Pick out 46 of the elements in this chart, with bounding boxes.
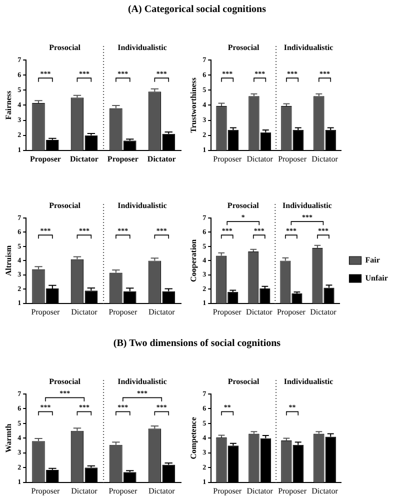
text: Prosocial [228,43,260,52]
text: Individualistic [284,43,334,52]
text: Individualistic [118,201,168,210]
text: Prosocial [227,201,260,210]
x-tick-label: Dictator [312,486,338,496]
x-tick-label: Proposer [276,307,306,316]
legend-label: Unfair [365,274,388,283]
x-tick-label: Dictator [312,154,338,164]
text: Prosocial [228,377,260,386]
x-tick-label: Dictator [71,307,98,316]
x-tick-label: Dictator [148,486,176,496]
x-tick-label: Dictator [148,307,176,316]
x-tick-label: Dictator [70,154,99,164]
x-tick-label: Proposer [213,486,242,496]
text: Individualistic [118,43,168,52]
text: Prosocial [49,377,82,386]
x-tick-label: Dictator [71,486,98,496]
x-tick-label: Dictator [246,307,273,316]
text: Prosocial [49,201,82,210]
chart-title: (B) Two dimensions of social cognitions [112,338,282,349]
text: Individualistic [118,377,168,386]
y-axis-title: Altruism [4,245,13,276]
x-tick-label: Proposer [108,307,138,316]
x-tick-label: Proposer [212,307,242,316]
x-tick-label: Dictator [246,154,274,164]
x-tick-label: Proposer [108,486,138,496]
x-tick-label: Proposer [30,154,62,164]
y-axis-title: Trustworthiness [188,77,198,133]
x-tick-label: Proposer [278,154,307,164]
legend-label: Fair [365,256,380,265]
x-tick-label: Proposer [107,154,139,164]
x-tick-label: Dictator [310,307,337,316]
y-axis-title: Fairness [4,90,13,120]
x-tick-label: Dictator [147,154,176,164]
y-axis-title: Cooperation [188,238,198,282]
y-axis-title: Warmth [4,423,13,453]
x-tick-label: Proposer [278,486,307,496]
x-tick-label: Dictator [246,486,274,496]
x-tick-label: Proposer [213,154,242,164]
x-tick-label: Proposer [31,307,60,316]
text: Individualistic [282,201,332,210]
chart-title: (A) Categorical social cognitions [126,4,268,15]
x-tick-label: Proposer [31,486,60,496]
text: Individualistic [284,377,334,386]
y-axis-title: Competence [188,416,198,460]
text: Prosocial [49,43,82,52]
